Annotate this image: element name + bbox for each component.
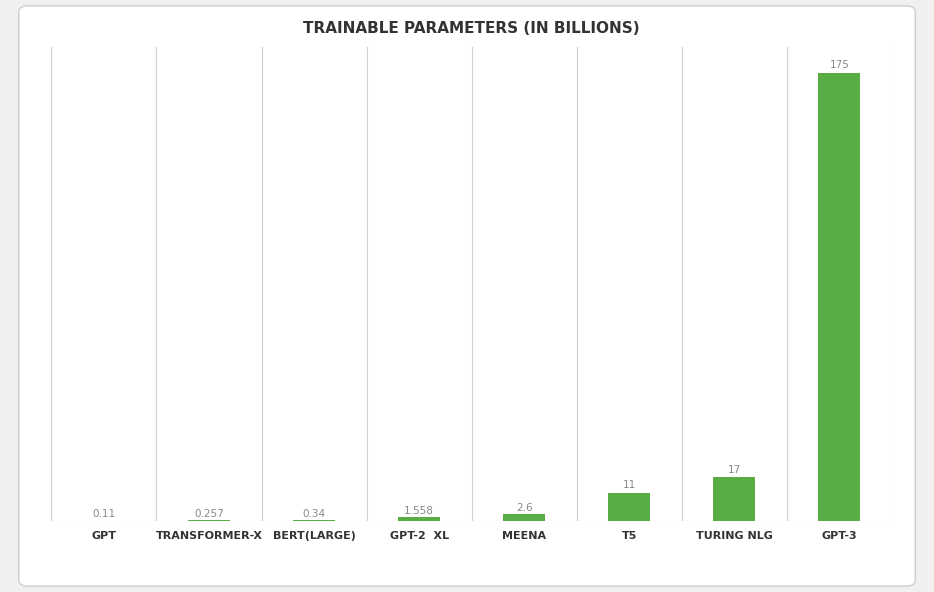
Text: 0.11: 0.11 <box>92 509 116 519</box>
Text: 1.558: 1.558 <box>404 506 434 516</box>
Bar <box>608 493 650 521</box>
Bar <box>503 514 545 521</box>
Text: 2.6: 2.6 <box>516 503 532 513</box>
Bar <box>398 517 440 521</box>
Title: TRAINABLE PARAMETERS (IN BILLIONS): TRAINABLE PARAMETERS (IN BILLIONS) <box>304 21 640 37</box>
Text: 17: 17 <box>728 465 741 475</box>
Bar <box>714 477 756 521</box>
Bar <box>818 73 860 521</box>
Bar <box>188 520 230 521</box>
Text: 11: 11 <box>623 480 636 490</box>
Text: 175: 175 <box>829 60 849 70</box>
Text: 0.257: 0.257 <box>194 509 224 519</box>
Text: 0.34: 0.34 <box>303 509 326 519</box>
Bar <box>293 520 335 521</box>
